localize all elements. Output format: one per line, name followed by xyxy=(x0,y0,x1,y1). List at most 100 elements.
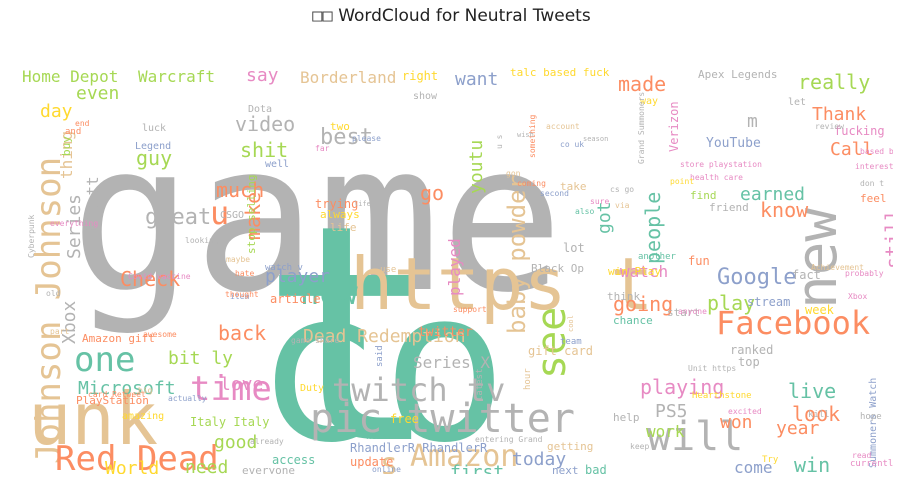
word-94: free xyxy=(390,412,419,426)
word-37: best xyxy=(320,125,373,150)
word-165: team xyxy=(560,337,582,347)
word-146: probably xyxy=(845,269,884,278)
chart-title: □□ WordCloud for Neutral Tweets xyxy=(0,6,903,26)
word-156: u s xyxy=(495,134,504,149)
word-54: win xyxy=(794,453,830,474)
word-95: ranked xyxy=(730,343,773,357)
word-173: big xyxy=(138,386,153,395)
word-142: based baby xyxy=(860,147,893,156)
word-154: please xyxy=(352,134,381,143)
word-6: pic twitter xyxy=(310,396,575,442)
word-77: won xyxy=(720,412,753,433)
word-15: time xyxy=(190,369,272,409)
word-83: Italy Italy xyxy=(190,415,269,429)
word-93: bad xyxy=(585,463,607,474)
word-82: Amazon gift xyxy=(82,332,155,345)
word-119: Legend xyxy=(135,141,171,152)
word-35: go xyxy=(420,181,444,205)
word-14: one xyxy=(74,340,135,380)
word-104: Black Op xyxy=(531,262,584,275)
word-186: account xyxy=(546,122,580,131)
word-117: article xyxy=(270,292,321,306)
title-glyphs: □□ xyxy=(312,6,333,26)
word-118: CSGO xyxy=(220,210,244,221)
word-89: access xyxy=(272,453,315,467)
word-29: really xyxy=(798,70,870,94)
word-160: latest xyxy=(475,368,485,401)
word-157: use xyxy=(380,265,396,275)
word-21: people xyxy=(641,192,665,264)
word-31: Call xyxy=(830,139,873,160)
word-63: even xyxy=(76,83,119,104)
word-115: trying xyxy=(315,197,358,211)
word-3: https t xyxy=(350,242,653,326)
word-91: getting xyxy=(547,440,593,453)
word-58: going xyxy=(613,292,673,316)
word-169: awesome xyxy=(143,330,177,339)
word-43: make xyxy=(241,192,265,240)
word-124: amazing xyxy=(122,411,164,422)
word-189: and xyxy=(65,127,81,137)
word-97: stream xyxy=(747,295,790,309)
word-88: update xyxy=(350,455,393,469)
word-52: look xyxy=(792,402,840,426)
word-198: sure xyxy=(590,197,609,206)
word-179: Unit https xyxy=(688,364,736,373)
word-158: support xyxy=(453,305,487,314)
word-85: RhandlerR RhandlerR xyxy=(350,441,488,455)
word-149: currently xyxy=(850,459,893,469)
word-102: help xyxy=(613,411,640,424)
word-191: wish xyxy=(517,131,534,139)
word-2: t xyxy=(260,161,441,474)
word-184: Cyberpunk xyxy=(27,214,36,258)
word-172: actually xyxy=(168,394,207,403)
word-23: baby powder xyxy=(503,175,531,334)
word-138: hate xyxy=(235,269,254,278)
word-48: need xyxy=(185,457,228,474)
word-41: guy xyxy=(136,146,172,170)
word-49: World xyxy=(105,458,159,474)
word-197: also xyxy=(575,207,594,216)
word-192: point xyxy=(670,177,694,186)
word-47: good xyxy=(214,432,257,453)
word-182: everything xyxy=(50,219,98,228)
word-125: buy xyxy=(60,136,73,156)
word-113: always xyxy=(320,208,360,221)
word-80: Xbox xyxy=(59,300,80,344)
word-7: Johnson Johnson xyxy=(29,157,69,464)
word-150: review xyxy=(815,122,844,131)
word-68: want xyxy=(455,69,498,90)
word-57: watch xyxy=(620,262,668,281)
word-5: unk xyxy=(28,377,158,461)
word-69: say xyxy=(246,65,279,86)
word-4: new xyxy=(785,208,850,309)
word-92: next xyxy=(552,464,579,474)
word-46: love xyxy=(220,374,263,395)
word-123: well xyxy=(265,159,289,170)
word-51: today xyxy=(512,449,566,470)
word-33: earned xyxy=(740,184,805,205)
word-70: m xyxy=(747,111,758,132)
word-177: read xyxy=(852,451,871,460)
word-10: Red Dead xyxy=(55,439,219,474)
word-71: League xyxy=(890,134,893,199)
word-11: Facebook xyxy=(716,304,870,342)
word-129: let xyxy=(788,97,806,108)
word-130: talc based fuck xyxy=(510,66,610,79)
word-168: thought xyxy=(225,290,259,299)
word-161: entering Grand xyxy=(475,435,543,444)
word-116: stop selling xyxy=(245,175,258,254)
word-140: card Retweet xyxy=(88,390,146,399)
word-144: store playstation xyxy=(680,160,762,169)
word-16: see xyxy=(529,307,575,379)
word-114: life xyxy=(330,221,357,234)
word-194: end xyxy=(75,119,90,128)
word-18: u xyxy=(210,194,229,232)
word-74: Apex Legends xyxy=(698,68,777,81)
word-174: already xyxy=(250,437,284,446)
word-159: hour xyxy=(523,368,533,390)
word-0: game xyxy=(70,100,564,338)
word-100: start xyxy=(667,306,700,319)
word-180: game share xyxy=(291,336,339,345)
word-132: kill xyxy=(808,410,830,420)
